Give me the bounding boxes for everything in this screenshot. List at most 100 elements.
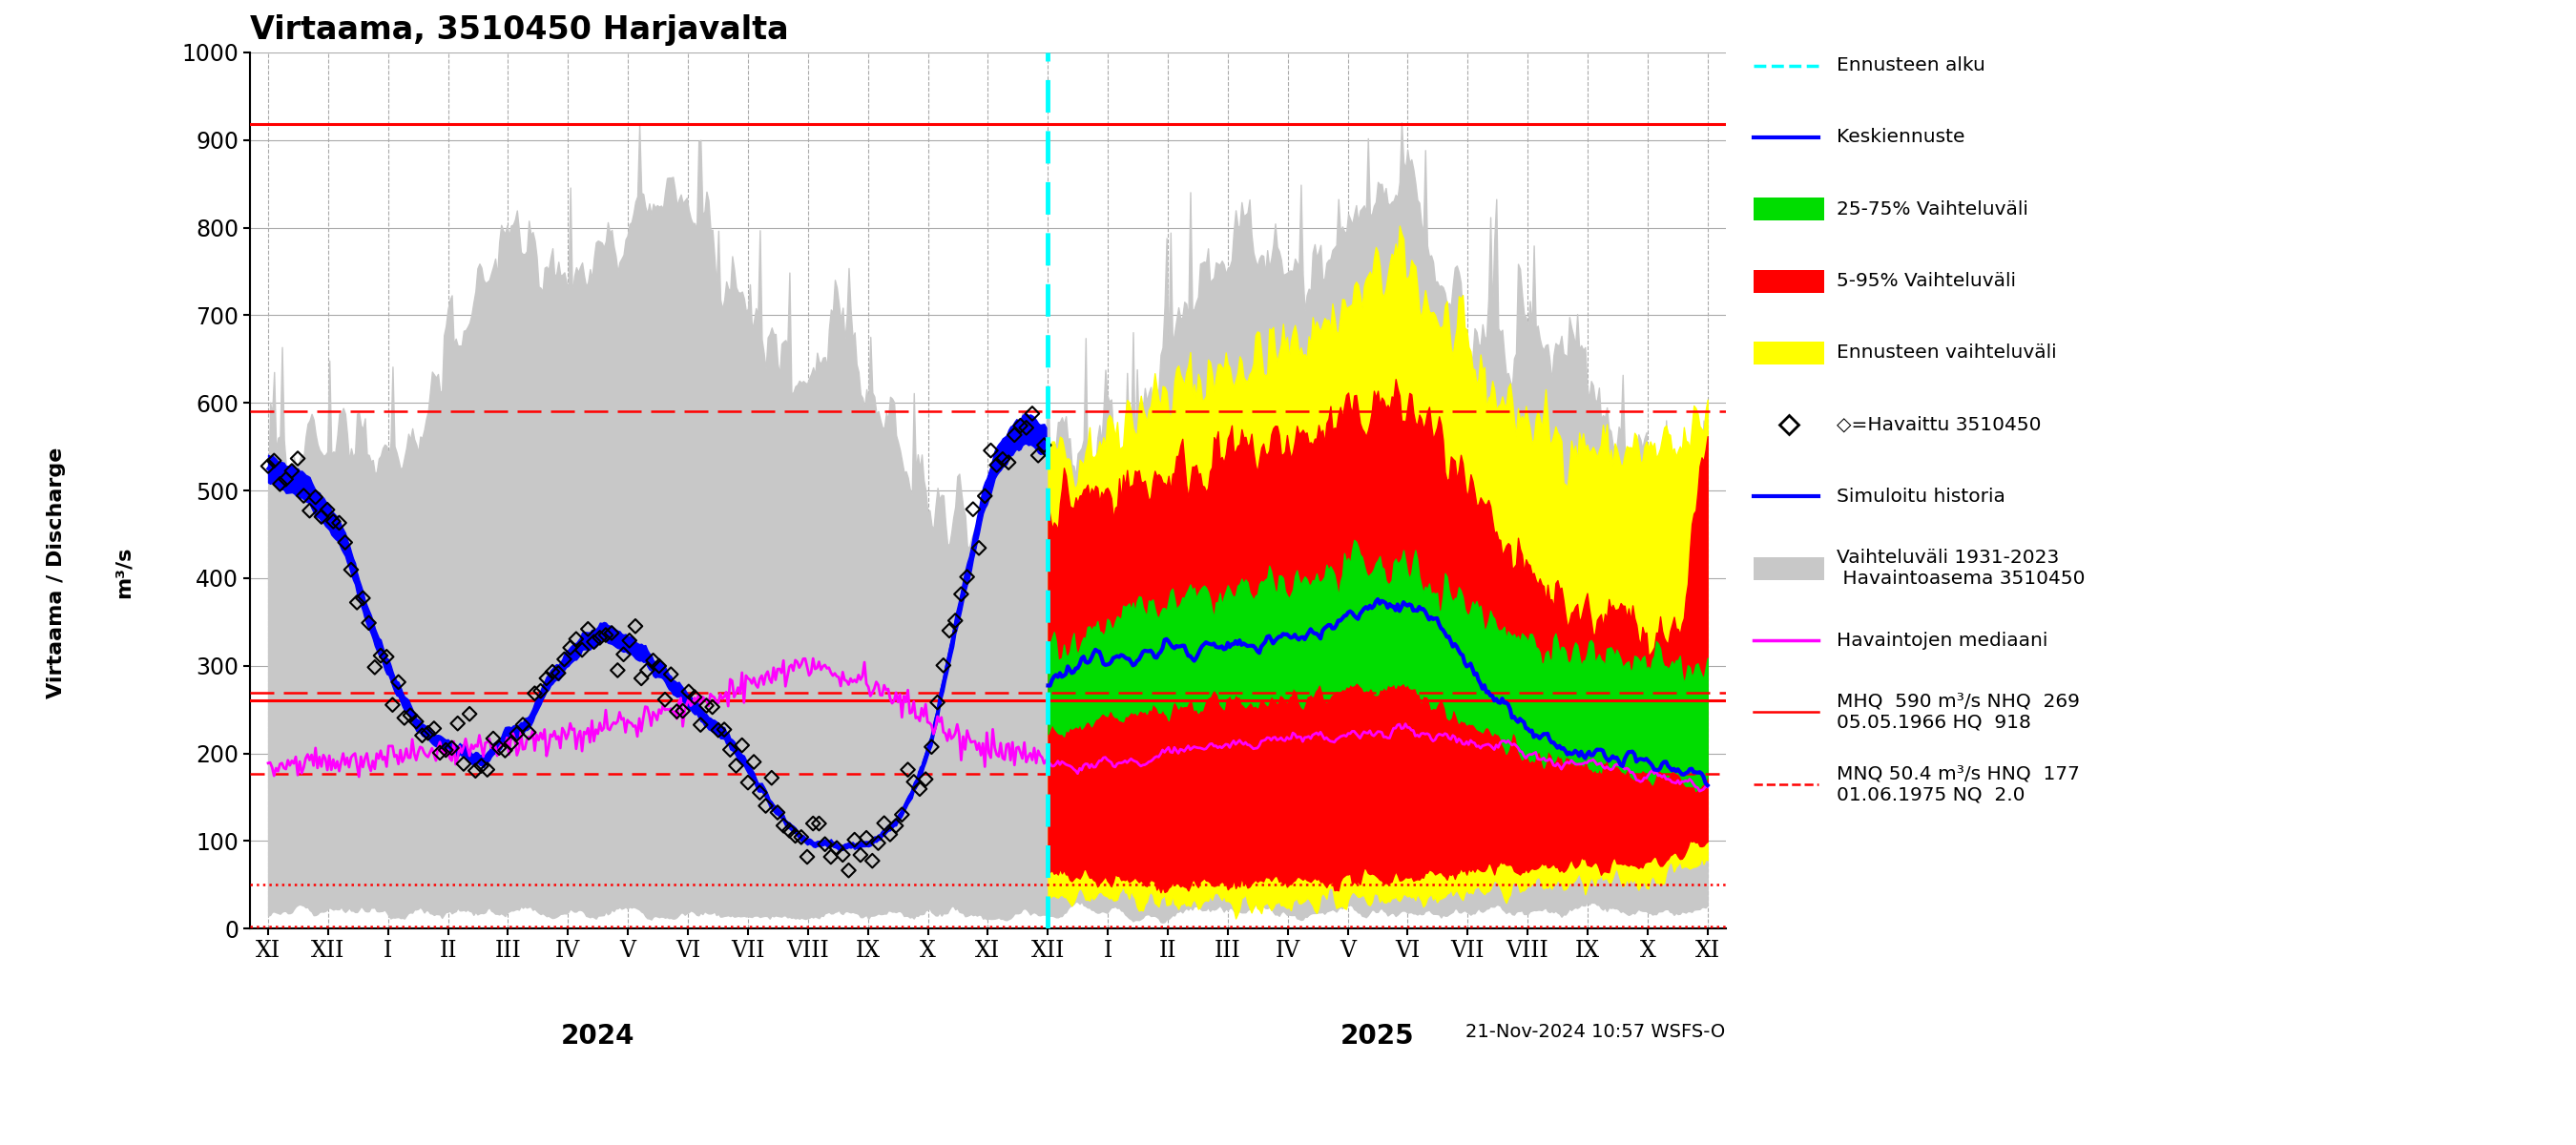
Point [922, 656, 963, 674]
Point [744, 797, 786, 815]
Point [894, 773, 935, 791]
Point [1005, 419, 1046, 437]
Point [999, 417, 1041, 435]
Point [448, 705, 489, 724]
Point [489, 734, 531, 752]
Point [786, 847, 827, 866]
Point [567, 619, 608, 638]
Point [438, 714, 479, 733]
Point [621, 669, 662, 687]
Point [531, 663, 572, 681]
Text: Ennusteen vaihteluväli: Ennusteen vaihteluväli [1837, 344, 2056, 362]
Point [608, 631, 649, 649]
Point [348, 614, 389, 632]
Point [644, 690, 685, 709]
Point [538, 664, 580, 682]
Text: MNQ 50.4 m³/s HNQ  177
01.06.1975 NQ  2.0: MNQ 50.4 m³/s HNQ 177 01.06.1975 NQ 2.0 [1837, 765, 2079, 804]
Point [471, 729, 513, 748]
FancyBboxPatch shape [1754, 341, 1824, 364]
Point [871, 826, 912, 844]
Point [662, 702, 703, 720]
Point [549, 639, 590, 657]
Point [466, 760, 507, 779]
Point [904, 771, 945, 789]
Point [312, 512, 353, 530]
Point [265, 471, 307, 489]
Point [247, 457, 289, 475]
Point [544, 650, 585, 669]
Point [430, 739, 471, 757]
Point [1018, 447, 1059, 465]
Point [675, 688, 716, 706]
Point [260, 475, 301, 493]
Point [634, 652, 675, 670]
Point [804, 835, 845, 853]
Point [361, 647, 402, 665]
Point [502, 716, 544, 734]
Point [443, 755, 484, 773]
Point [252, 451, 294, 469]
Point [283, 487, 325, 505]
Point [881, 805, 922, 823]
FancyBboxPatch shape [1754, 270, 1824, 292]
Point [301, 507, 343, 526]
Point [708, 741, 750, 759]
Point [330, 561, 371, 579]
Point [917, 693, 958, 711]
Point [389, 706, 430, 725]
Point [507, 724, 549, 742]
Point [935, 611, 976, 630]
Text: Virtaama, 3510450 Harjavalta: Virtaama, 3510450 Harjavalta [250, 14, 788, 46]
Point [827, 861, 868, 879]
Point [853, 852, 894, 870]
Point [562, 641, 603, 660]
Point [693, 697, 734, 716]
Point [863, 814, 904, 832]
Point [371, 696, 412, 714]
Point [945, 568, 987, 586]
Point [994, 426, 1036, 444]
Point [289, 502, 330, 520]
Point [739, 783, 781, 802]
Text: MHQ  590 m³/s NHQ  269
05.05.1966 HQ  918: MHQ 590 m³/s NHQ 269 05.05.1966 HQ 918 [1837, 693, 2079, 732]
Point [307, 500, 348, 519]
Point [515, 685, 556, 703]
Point [775, 827, 817, 845]
Point [811, 847, 853, 866]
Point [858, 834, 899, 852]
Point [366, 648, 407, 666]
Text: 25-75% Vaihteluväli: 25-75% Vaihteluväli [1837, 200, 2027, 219]
Point [270, 461, 312, 480]
Point [716, 757, 757, 775]
Point [721, 736, 762, 755]
Point [580, 629, 621, 647]
Point [397, 712, 438, 731]
Point [526, 669, 567, 687]
Point [698, 721, 739, 740]
Point [657, 702, 698, 720]
Point [989, 453, 1030, 472]
Point [574, 633, 616, 652]
Point [726, 773, 768, 791]
Point [484, 741, 526, 759]
Point [930, 622, 971, 640]
Point [899, 780, 940, 798]
Point [1023, 436, 1064, 455]
Point [343, 589, 384, 607]
Point [703, 720, 744, 739]
Point [757, 804, 799, 822]
Point [940, 585, 981, 603]
Point [953, 500, 994, 519]
Point [981, 450, 1023, 468]
Point [685, 696, 726, 714]
Text: Simuloitu historia: Simuloitu historia [1837, 488, 2004, 506]
Text: Ennusteen alku: Ennusteen alku [1837, 56, 1986, 74]
Point [835, 830, 876, 848]
Point [616, 617, 657, 635]
Point [639, 657, 680, 676]
Point [976, 456, 1018, 474]
Point [734, 752, 775, 771]
Point [337, 593, 379, 611]
Point [680, 716, 721, 734]
Point [793, 814, 835, 832]
